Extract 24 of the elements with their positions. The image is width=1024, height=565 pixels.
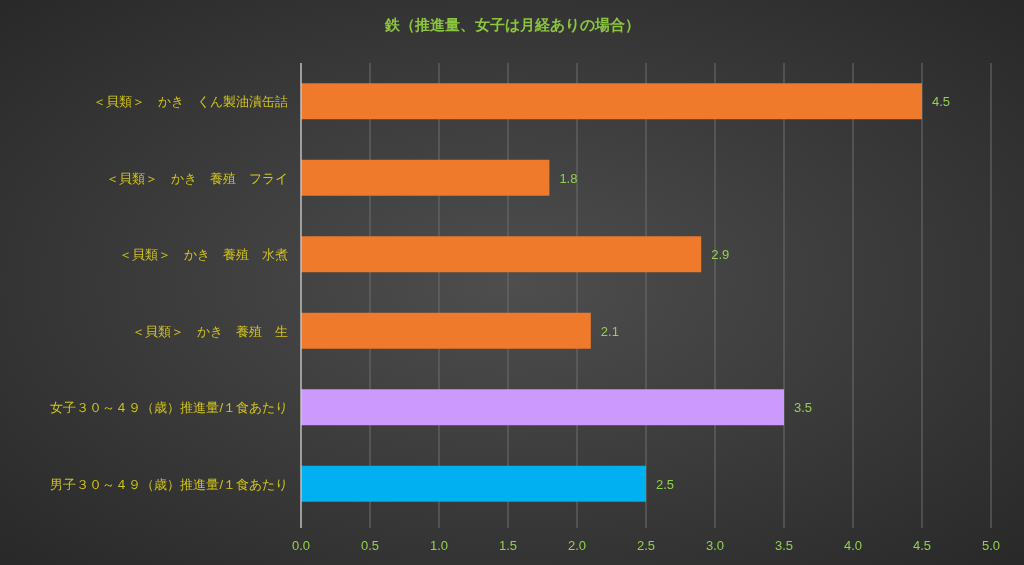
data-label: 2.9	[711, 247, 730, 263]
y-tick-label: ＜貝類＞ かき 養殖 フライ	[106, 170, 288, 186]
x-tick-label: 3.5	[774, 538, 794, 553]
data-label: 2.5	[656, 476, 675, 492]
x-tick-label: 5.0	[981, 538, 1001, 553]
x-tick-label: 0.0	[291, 538, 311, 553]
data-label: 4.5	[932, 94, 951, 110]
data-label: 3.5	[794, 400, 813, 416]
y-tick-label: 男子３０～４９（歳）推進量/１食あたり	[50, 476, 288, 492]
x-tick-label: 4.5	[912, 538, 932, 553]
y-tick-label: ＜貝類＞ かき 養殖 水煮	[119, 247, 288, 263]
data-label: 2.1	[600, 323, 619, 339]
x-tick-label: 1.0	[429, 538, 449, 553]
y-tick-label: ＜貝類＞ かき 養殖 生	[132, 323, 288, 339]
x-tick-label: 4.0	[843, 538, 863, 553]
x-tick-label: 1.5	[498, 538, 518, 553]
data-label: 1.8	[559, 170, 578, 186]
x-tick-label: 2.0	[567, 538, 587, 553]
x-tick-label: 3.0	[705, 538, 725, 553]
x-tick-label: 2.5	[636, 538, 656, 553]
x-tick-label: 0.5	[360, 538, 380, 553]
chart-title: 鉄（推進量、女子は月経ありの場合）	[383, 16, 640, 33]
y-tick-label: 女子３０～４９（歳）推進量/１食あたり	[50, 400, 288, 416]
y-tick-label: ＜貝類＞ かき くん製油漬缶詰	[93, 94, 288, 110]
